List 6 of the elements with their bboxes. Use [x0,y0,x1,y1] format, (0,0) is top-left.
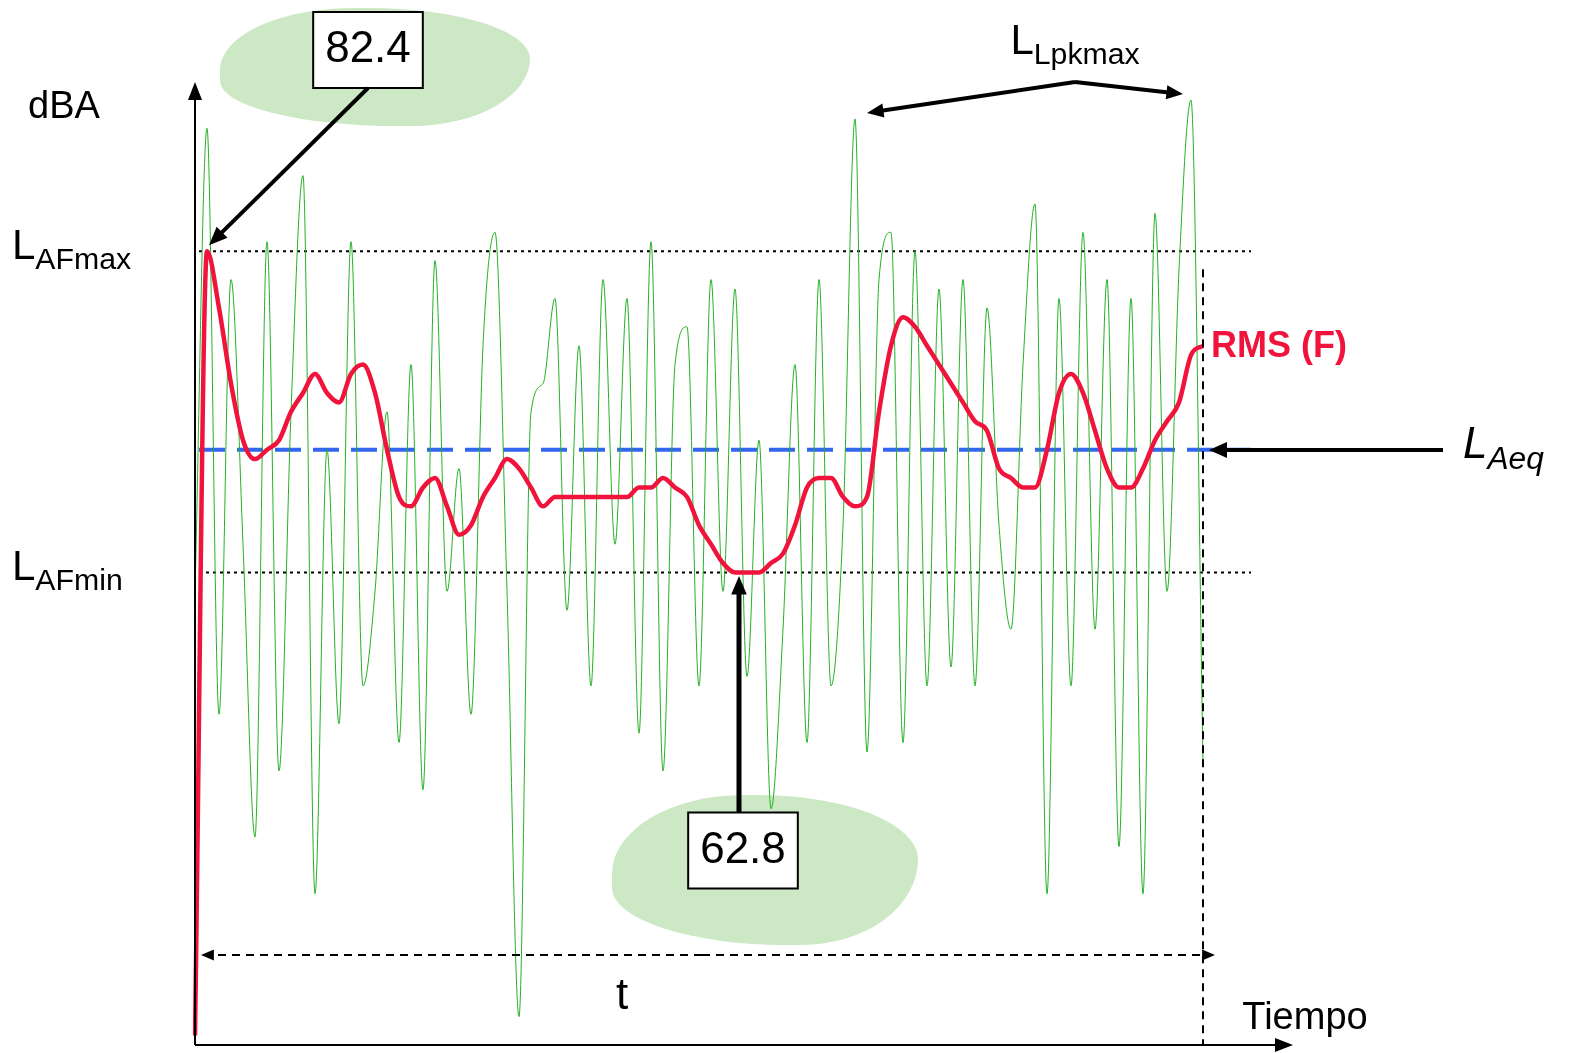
x-axis-title: Tiempo [1242,995,1368,1038]
series-label: RMS (F) [1211,323,1347,365]
y-axis-title: dBA [28,84,101,127]
annotation: 62.8 [700,822,786,872]
annotation: t [615,969,629,1019]
text: 82.4 [325,22,411,72]
